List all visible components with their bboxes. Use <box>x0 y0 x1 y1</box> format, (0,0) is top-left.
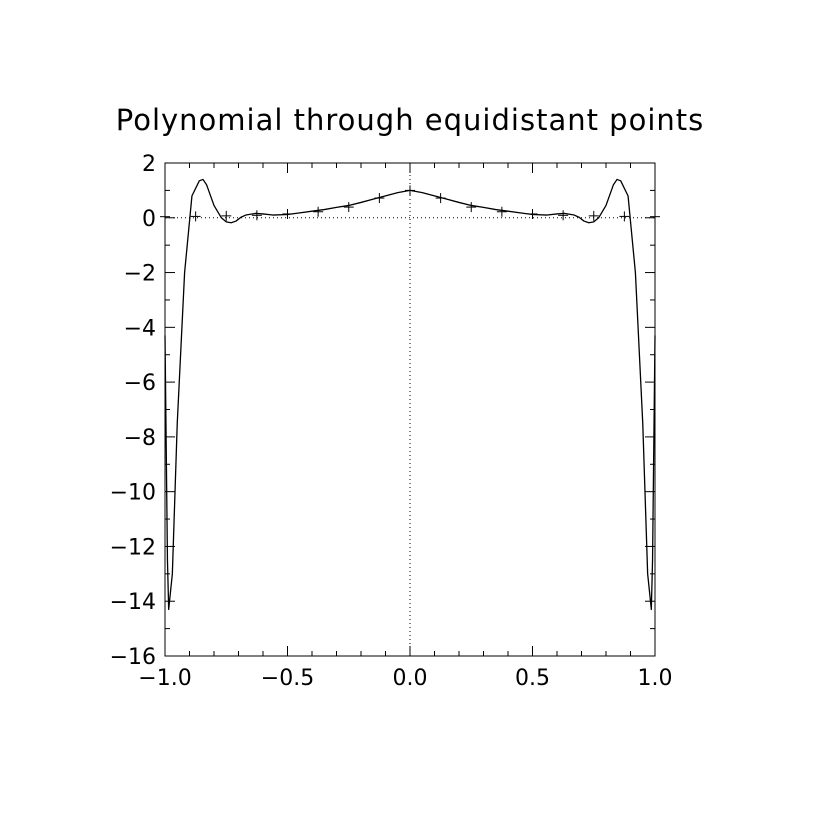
y-tick-label: −14 <box>110 590 156 615</box>
data-point-marker <box>190 211 201 222</box>
x-tick-label: 1.0 <box>638 666 673 691</box>
data-point-marker <box>313 206 324 217</box>
y-tick-label: −10 <box>110 481 156 506</box>
data-point-marker <box>650 211 660 222</box>
x-tick-label: −0.5 <box>261 666 314 691</box>
x-tick-label: −1.0 <box>138 666 191 691</box>
y-tick-label: −8 <box>124 426 156 451</box>
y-tick-label: −6 <box>124 371 156 396</box>
data-point-marker <box>251 210 262 221</box>
axis-ticks: −1.0 −0.5 0.0 0.5 1.0 2 0 −2 −4 −6 −8 −10 −12 −14 −16 <box>110 152 673 691</box>
data-point-marker <box>374 193 385 204</box>
data-point-marker <box>343 202 354 213</box>
y-tick-label: −12 <box>110 535 156 560</box>
y-tick-label: −16 <box>110 645 156 670</box>
data-point-marker <box>221 210 232 221</box>
y-tick-label: 2 <box>142 152 156 177</box>
data-point-marker <box>435 193 446 204</box>
data-point-marker <box>496 206 507 217</box>
reference-lines <box>165 163 655 656</box>
data-point-marker <box>527 208 538 219</box>
y-tick-label: −4 <box>124 316 156 341</box>
y-tick-label: 0 <box>142 207 156 232</box>
data-point-marker <box>558 210 569 221</box>
x-tick-label: 0.0 <box>393 666 428 691</box>
data-point-marker <box>619 211 630 222</box>
x-tick-label: 0.5 <box>515 666 550 691</box>
data-point-marker <box>405 185 415 196</box>
marker-layer <box>160 185 660 222</box>
data-point-marker <box>588 210 599 221</box>
chart-title: Polynomial through equidistant points <box>116 103 705 137</box>
data-point-marker <box>466 202 477 213</box>
y-tick-label: −2 <box>124 262 156 287</box>
data-point-marker <box>282 208 293 219</box>
data-point-marker <box>160 211 170 222</box>
plot-frame <box>164 162 656 657</box>
